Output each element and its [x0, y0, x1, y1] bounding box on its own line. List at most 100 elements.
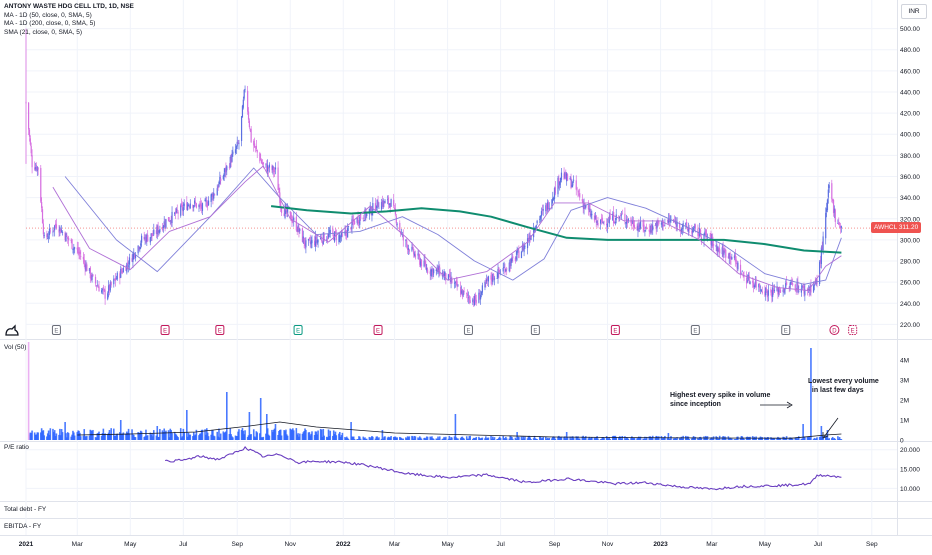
event-marker-earnings[interactable]: E: [690, 325, 700, 335]
candle-body: [283, 213, 285, 217]
volume-bar: [34, 434, 37, 440]
volume-pane-label[interactable]: Vol (50): [4, 344, 27, 351]
candle-body: [420, 261, 422, 266]
candle-body: [675, 220, 677, 228]
volume-bar: [59, 428, 61, 440]
candle-body: [144, 237, 146, 240]
event-marker-earnings-green[interactable]: E: [293, 325, 303, 335]
volume-bar: [132, 434, 134, 440]
volume-bar: [265, 414, 268, 440]
candle-body: [36, 166, 38, 172]
volume-bar: [638, 436, 640, 440]
legend-ma50[interactable]: MA - 1D (50, close, 0, SMA, 5): [4, 11, 92, 19]
volume-bar: [742, 437, 744, 440]
volume-bar: [107, 432, 110, 440]
volume-bar: [250, 434, 252, 440]
event-marker-earnings[interactable]: E: [781, 325, 791, 335]
tradingview-logo-icon[interactable]: [4, 323, 20, 339]
volume-bar: [27, 342, 30, 440]
volume-bar: [96, 433, 99, 440]
candle-body: [95, 285, 98, 287]
candle-body: [86, 264, 88, 272]
volume-bar: [827, 438, 830, 440]
candle-body: [334, 231, 337, 234]
candle-body: [92, 274, 94, 276]
symbol-title[interactable]: ANTONY WASTE HDG CELL LTD, 1D, NSE: [4, 3, 134, 10]
candle-body: [730, 257, 732, 259]
volume-bar: [606, 437, 609, 440]
volume-bar: [441, 439, 444, 440]
volume-bar: [364, 437, 366, 440]
volume-bar: [474, 438, 477, 440]
candle-body: [606, 223, 609, 228]
legend-ma200[interactable]: MA - 1D (200, close, 0, SMA, 5): [4, 20, 96, 27]
candle-body: [571, 184, 573, 188]
candle-body: [88, 268, 91, 272]
candle-body: [508, 262, 510, 272]
currency-button[interactable]: INR: [901, 4, 927, 19]
ebitda-pane-label[interactable]: EBITDA - FY: [4, 523, 42, 530]
event-marker-dividend[interactable]: D: [829, 325, 840, 335]
candle-body: [560, 172, 563, 180]
candle-body: [779, 288, 781, 291]
candle-body: [308, 237, 310, 240]
volume-bar: [479, 438, 482, 440]
volume-bar: [412, 438, 415, 440]
event-marker-earnings[interactable]: E: [463, 325, 473, 335]
candle-body: [94, 276, 97, 284]
event-marker-earnings-positive[interactable]: E: [160, 325, 170, 335]
candle-body: [378, 207, 380, 209]
candle-body: [424, 259, 426, 265]
volume-bar: [328, 436, 331, 440]
event-marker-earnings-positive[interactable]: E: [373, 325, 383, 335]
volume-bar: [462, 437, 465, 440]
volume-bar: [341, 432, 344, 440]
volume-bar: [58, 434, 60, 440]
volume-bar: [809, 437, 811, 440]
candle-body: [254, 146, 257, 148]
volume-bar: [718, 438, 720, 440]
candle-body: [158, 230, 160, 233]
candle-body: [54, 223, 57, 226]
volume-bar: [838, 437, 841, 440]
candle-body: [462, 290, 464, 296]
event-marker-earnings-positive[interactable]: E: [610, 325, 620, 335]
candle-body: [755, 281, 757, 288]
volume-bar: [593, 437, 596, 440]
event-marker-earnings[interactable]: E: [530, 325, 540, 335]
candle-body: [104, 289, 106, 299]
candle-body: [55, 224, 58, 229]
candle-body: [73, 247, 75, 250]
candle-body: [84, 263, 86, 270]
price-tag-ticker: AWHCL: [874, 224, 897, 231]
pe-pane-label[interactable]: P/E ratio: [4, 444, 29, 451]
candle-body: [168, 220, 171, 222]
volume-bar: [644, 436, 646, 440]
volume-bar: [310, 433, 312, 440]
candle-body: [357, 216, 359, 224]
volume-bar: [773, 438, 776, 440]
volume-bar: [797, 437, 799, 440]
legend-sma21[interactable]: SMA (21, close, 0, SMA, 5): [4, 28, 83, 36]
volume-tick-label: 1M: [900, 418, 909, 425]
volume-bar: [289, 428, 292, 440]
candle-body: [42, 223, 44, 235]
total-debt-pane-label[interactable]: Total debt - FY: [4, 506, 47, 513]
candle-body: [164, 223, 166, 226]
volume-bar: [253, 436, 256, 440]
event-marker-earnings[interactable]: E: [51, 325, 61, 335]
candle-body: [204, 199, 206, 202]
volume-bar: [620, 438, 623, 440]
candle-body: [351, 219, 353, 230]
volume-bar: [437, 436, 439, 440]
volume-bar: [833, 438, 836, 440]
volume-bar: [840, 439, 843, 440]
candle-body: [548, 208, 550, 209]
event-marker-earnings-positive[interactable]: E: [215, 325, 225, 335]
volume-bar: [824, 435, 827, 440]
event-marker-label: E: [784, 329, 788, 335]
event-marker-earnings-upcoming[interactable]: E: [848, 325, 858, 335]
volume-bar: [733, 439, 736, 440]
volume-bar: [743, 438, 745, 440]
